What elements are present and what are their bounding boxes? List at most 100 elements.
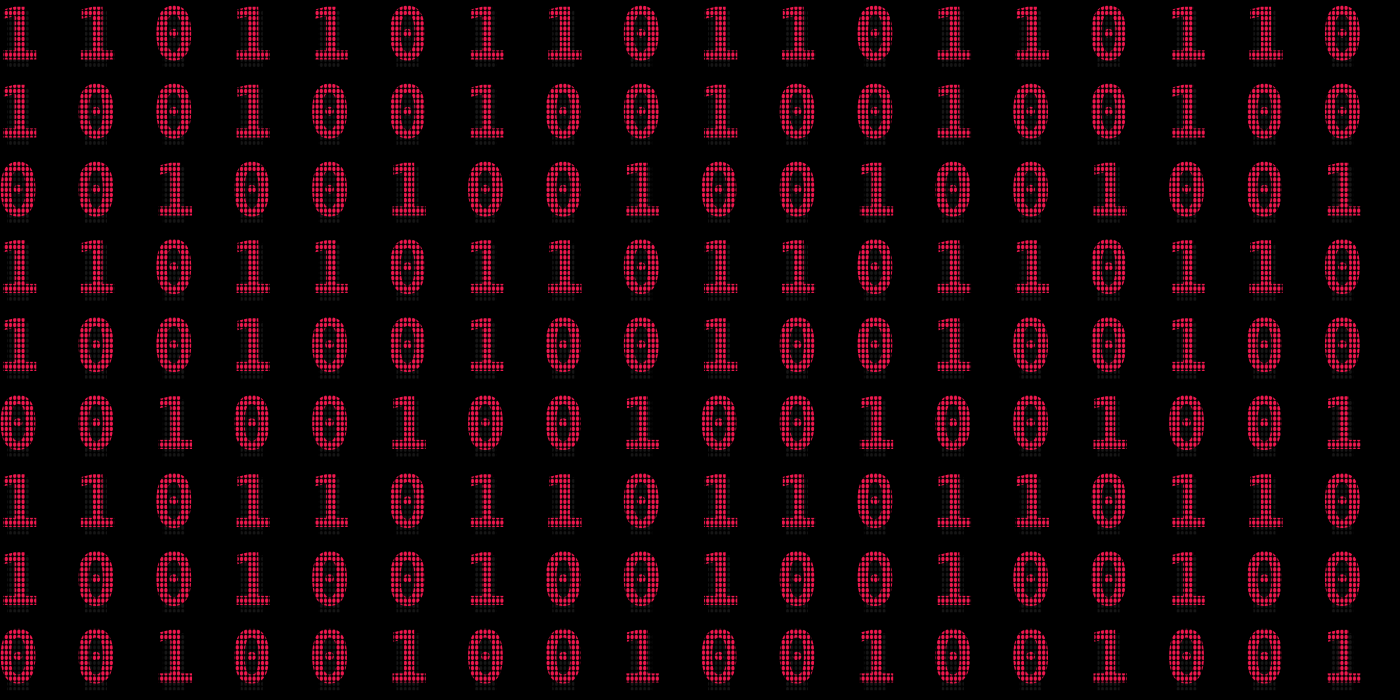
cell-backdrop: [630, 633, 653, 691]
binary-digit: 1: [1165, 304, 1208, 388]
binary-digit: 0: [308, 616, 351, 700]
binary-digit: 1: [0, 0, 40, 77]
cell-backdrop: [708, 555, 731, 613]
binary-digit: 1: [152, 382, 195, 466]
cell-backdrop: [1019, 477, 1042, 535]
cell-backdrop: [240, 321, 263, 379]
cell-backdrop: [84, 10, 107, 67]
cell-backdrop: [786, 165, 808, 223]
binary-digit: 1: [1321, 382, 1364, 466]
cell-backdrop: [162, 10, 185, 67]
cell-backdrop: [396, 10, 419, 67]
binary-digit: 1: [931, 304, 974, 388]
binary-digit: 0: [308, 304, 351, 388]
binary-digit: 1: [1009, 460, 1052, 544]
binary-digit: 0: [1321, 304, 1364, 388]
cell-backdrop: [1253, 10, 1276, 67]
binary-digit: 0: [1087, 304, 1130, 388]
binary-digit: 1: [74, 0, 117, 77]
binary-digit: 0: [0, 616, 40, 700]
cell-backdrop: [162, 555, 185, 613]
cell-backdrop: [1175, 477, 1198, 535]
binary-digit: 0: [74, 538, 117, 622]
cell-backdrop: [84, 555, 107, 613]
cell-backdrop: [318, 10, 341, 67]
binary-digit: 0: [542, 382, 585, 466]
binary-digit: 1: [697, 538, 740, 622]
cell-backdrop: [1175, 555, 1198, 613]
binary-digit: 0: [775, 70, 818, 154]
binary-digit: 1: [464, 226, 507, 310]
binary-digit: 1: [308, 0, 351, 77]
cell-backdrop: [786, 243, 808, 301]
cell-backdrop: [7, 321, 29, 379]
cell-backdrop: [1019, 633, 1042, 691]
binary-digit: 1: [0, 538, 40, 622]
binary-digit: 1: [1243, 460, 1286, 544]
cell-backdrop: [786, 555, 808, 613]
binary-digit: 0: [1087, 538, 1130, 622]
binary-digit: 1: [386, 616, 429, 700]
cell-backdrop: [162, 399, 185, 457]
binary-digit: 1: [697, 70, 740, 154]
cell-backdrop: [7, 399, 29, 457]
cell-backdrop: [7, 477, 29, 535]
binary-digit: 0: [386, 0, 429, 77]
cell-backdrop: [941, 165, 964, 223]
binary-digit: 0: [931, 148, 974, 232]
cell-backdrop: [863, 243, 886, 301]
binary-digit: 0: [1009, 304, 1052, 388]
cell-backdrop: [552, 165, 575, 223]
cell-backdrop: [552, 555, 575, 613]
binary-digit: 0: [1165, 382, 1208, 466]
binary-digit: 0: [1321, 0, 1364, 77]
cell-backdrop: [1175, 10, 1198, 67]
binary-digit: 0: [697, 382, 740, 466]
cell-backdrop: [84, 165, 107, 223]
cell-backdrop: [1019, 10, 1042, 67]
cell-backdrop: [863, 633, 886, 691]
binary-digit: 1: [152, 148, 195, 232]
cell-backdrop: [708, 165, 731, 223]
cell-backdrop: [474, 87, 497, 145]
binary-digit: 1: [386, 382, 429, 466]
binary-digit: 1: [1165, 538, 1208, 622]
cell-backdrop: [474, 477, 497, 535]
cell-backdrop: [396, 321, 419, 379]
binary-digit: 0: [1087, 460, 1130, 544]
binary-digit: 1: [230, 0, 273, 77]
binary-digit: 0: [152, 304, 195, 388]
binary-digit: 0: [74, 304, 117, 388]
binary-digit: 0: [620, 226, 663, 310]
binary-digit: 1: [620, 382, 663, 466]
binary-digit: 0: [386, 304, 429, 388]
binary-digit: 1: [1087, 616, 1130, 700]
binary-digit: 0: [1009, 538, 1052, 622]
binary-digit: 0: [1009, 70, 1052, 154]
binary-digit: 1: [542, 0, 585, 77]
cell-backdrop: [708, 633, 731, 691]
binary-digit: 1: [152, 616, 195, 700]
cell-backdrop: [396, 165, 419, 223]
binary-digit: 1: [620, 616, 663, 700]
cell-backdrop: [630, 10, 653, 67]
binary-digit: 1: [853, 148, 896, 232]
binary-digit: 0: [386, 538, 429, 622]
cell-backdrop: [1097, 10, 1120, 67]
binary-digit: 1: [464, 0, 507, 77]
cell-backdrop: [396, 633, 419, 691]
binary-digit: 0: [542, 538, 585, 622]
binary-digit: 1: [0, 304, 40, 388]
cell-backdrop: [1097, 321, 1120, 379]
cell-backdrop: [240, 399, 263, 457]
cell-backdrop: [474, 243, 497, 301]
cell-backdrop: [786, 10, 808, 67]
binary-digit: 0: [620, 460, 663, 544]
cell-backdrop: [1253, 243, 1276, 301]
cell-backdrop: [396, 87, 419, 145]
cell-backdrop: [1097, 555, 1120, 613]
cell-backdrop: [552, 87, 575, 145]
binary-digit: 1: [308, 226, 351, 310]
